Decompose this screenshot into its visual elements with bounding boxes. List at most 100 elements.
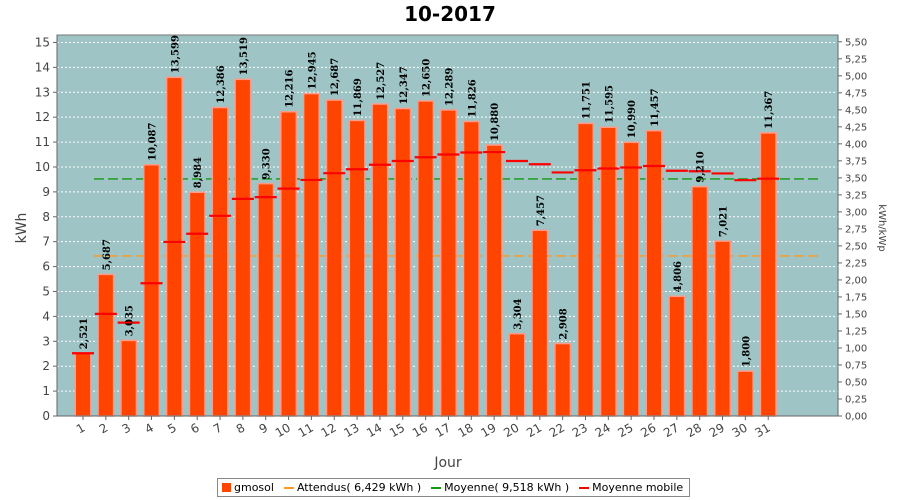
x-tick-label: 22 bbox=[547, 420, 567, 440]
y-tick-label: 6 bbox=[42, 260, 50, 274]
bar bbox=[348, 119, 366, 417]
x-tick-label: 10 bbox=[273, 420, 293, 440]
bar bbox=[668, 295, 686, 417]
y-tick-label: 5 bbox=[42, 284, 50, 298]
x-axis-label: Jour bbox=[433, 455, 462, 471]
legend-swatch bbox=[283, 486, 294, 489]
y2-tick-label: 1,75 bbox=[845, 292, 867, 303]
bar bbox=[759, 132, 777, 417]
x-tick-label: 20 bbox=[501, 420, 521, 440]
data-label: 2,908 bbox=[559, 308, 570, 339]
bar bbox=[508, 332, 526, 417]
x-tick-label: 8 bbox=[234, 420, 248, 436]
data-label: 12,347 bbox=[399, 66, 410, 104]
bar bbox=[576, 122, 594, 417]
legend-label: Moyenne mobile bbox=[592, 481, 684, 494]
y2-tick-label: 0,25 bbox=[845, 394, 867, 405]
y-tick-label: 13 bbox=[35, 85, 50, 99]
bar bbox=[143, 164, 161, 417]
y2-tick-label: 2,75 bbox=[845, 224, 867, 235]
data-label: 12,527 bbox=[376, 62, 387, 100]
data-label: 11,457 bbox=[650, 88, 661, 126]
y2-tick-label: 2,00 bbox=[845, 275, 867, 286]
y-tick-label: 1 bbox=[42, 384, 50, 398]
y-tick-label: 8 bbox=[42, 210, 50, 224]
y2-tick-label: 3,50 bbox=[845, 173, 867, 184]
y-tick-label: 9 bbox=[42, 185, 50, 199]
data-label: 1,800 bbox=[741, 336, 752, 367]
y2-tick-label: 3,25 bbox=[845, 190, 867, 201]
y2-tick-label: 5,50 bbox=[845, 37, 867, 48]
bar bbox=[257, 182, 275, 417]
data-label: 11,826 bbox=[467, 79, 478, 117]
bar bbox=[371, 103, 389, 417]
y-tick-label: 10 bbox=[35, 160, 50, 174]
bar bbox=[97, 273, 115, 417]
x-tick-label: 26 bbox=[638, 420, 658, 440]
bar bbox=[417, 100, 435, 417]
bar bbox=[211, 106, 229, 417]
bar bbox=[188, 191, 206, 417]
data-label: 2,521 bbox=[79, 318, 90, 349]
bar bbox=[622, 141, 640, 417]
x-tick-label: 30 bbox=[730, 420, 750, 440]
data-label: 10,880 bbox=[490, 103, 501, 141]
data-label: 11,869 bbox=[353, 78, 364, 116]
bar bbox=[485, 144, 503, 417]
bar bbox=[531, 229, 549, 417]
y2-tick-label: 2,25 bbox=[845, 258, 867, 269]
data-label: 3,304 bbox=[513, 298, 524, 329]
x-tick-label: 5 bbox=[165, 420, 179, 436]
bar bbox=[120, 339, 138, 417]
x-tick-label: 14 bbox=[364, 420, 384, 440]
y-axis-label: kWh bbox=[14, 213, 30, 244]
data-label: 7,457 bbox=[536, 195, 547, 226]
data-label: 12,386 bbox=[216, 65, 227, 103]
x-tick-label: 7 bbox=[211, 420, 225, 436]
bar bbox=[280, 111, 298, 417]
x-tick-label: 11 bbox=[296, 420, 316, 440]
x-tick-label: 27 bbox=[661, 420, 681, 440]
bar bbox=[234, 78, 252, 417]
bar bbox=[394, 107, 412, 417]
data-label: 9,330 bbox=[262, 148, 273, 179]
x-tick-label: 6 bbox=[188, 420, 202, 436]
data-label: 10,990 bbox=[627, 100, 638, 138]
legend-item-attendus: Attendus( 6,429 kWh ) bbox=[283, 481, 421, 494]
x-tick-label: 13 bbox=[341, 420, 361, 440]
data-label: 9,210 bbox=[696, 151, 707, 182]
bar bbox=[439, 109, 457, 417]
bar bbox=[165, 76, 183, 417]
y-tick-label: 0 bbox=[42, 409, 50, 423]
bar bbox=[325, 99, 343, 417]
y2-tick-label: 2,50 bbox=[845, 241, 867, 252]
y-tick-label: 11 bbox=[35, 135, 50, 149]
x-tick-label: 9 bbox=[257, 420, 271, 436]
bar bbox=[74, 352, 92, 417]
chart-title: 10-2017 bbox=[404, 2, 496, 26]
x-tick-label: 31 bbox=[752, 420, 772, 440]
data-label: 5,687 bbox=[102, 239, 113, 270]
x-tick-label: 2 bbox=[97, 420, 111, 436]
data-label: 12,650 bbox=[422, 59, 433, 97]
data-label: 12,216 bbox=[285, 69, 296, 107]
x-tick-label: 28 bbox=[684, 420, 704, 440]
y2-axis-label: kWh/kWp bbox=[876, 204, 887, 251]
legend: gmosol Attendus( 6,429 kWh ) Moyenne( 9,… bbox=[217, 478, 691, 497]
data-label: 13,519 bbox=[239, 37, 250, 75]
x-tick-label: 12 bbox=[319, 420, 339, 440]
y2-tick-label: 5,00 bbox=[845, 71, 867, 82]
data-label: 11,751 bbox=[581, 81, 592, 119]
y-axis-right: 0,00 0,25 0,50 0,75 1,00 1,25 1,50 1,75 2,00 2,25… bbox=[837, 35, 867, 423]
x-tick-label: 4 bbox=[142, 420, 156, 436]
y2-tick-label: 1,25 bbox=[845, 326, 867, 337]
y-tick-label: 3 bbox=[42, 334, 50, 348]
y2-tick-label: 0,50 bbox=[845, 377, 867, 388]
bar bbox=[736, 370, 754, 417]
x-tick-label: 16 bbox=[410, 420, 430, 440]
bars bbox=[74, 76, 777, 417]
y-tick-label: 15 bbox=[35, 35, 50, 49]
y-tick-label: 2 bbox=[42, 359, 50, 373]
x-tick-label: 15 bbox=[387, 420, 407, 440]
